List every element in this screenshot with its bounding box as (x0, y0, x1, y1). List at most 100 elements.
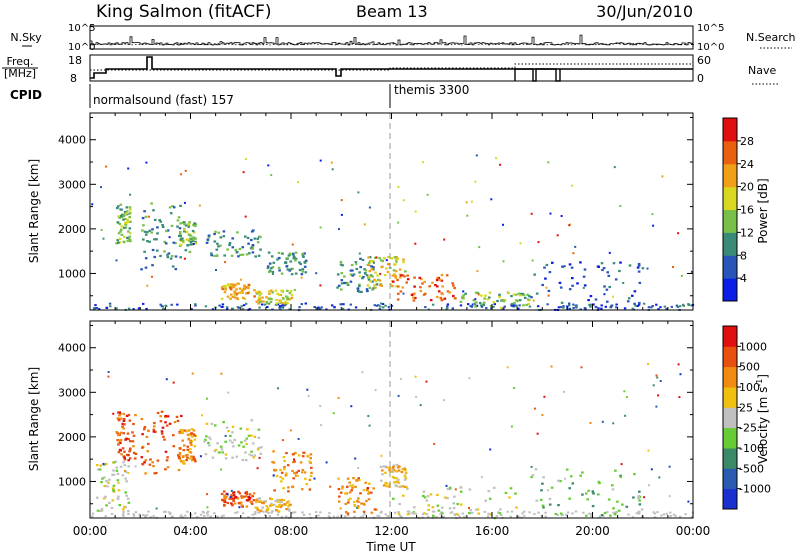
power-point (116, 207, 119, 210)
power-point (298, 268, 302, 272)
power-point (280, 306, 283, 308)
velocity-point (231, 504, 234, 507)
power-point (183, 201, 186, 204)
power-ytick-label: 2000 (58, 223, 86, 236)
power-point (340, 213, 343, 216)
power-point (527, 298, 530, 301)
velocity-point (160, 430, 164, 433)
velocity-point (550, 486, 554, 489)
power-point (237, 282, 240, 285)
power-point (215, 269, 217, 271)
velocity-point (237, 444, 241, 447)
velocity-point (365, 499, 368, 503)
velocity-point (206, 511, 209, 514)
power-point (406, 278, 410, 281)
power-point (519, 292, 523, 296)
power-point (128, 206, 132, 209)
power-point (194, 240, 197, 243)
velocity-point (659, 380, 662, 382)
power-point (502, 223, 504, 226)
noise-tick-left-bottom: 10^0 (68, 42, 95, 53)
velocity-point (124, 438, 127, 441)
velocity-point (382, 484, 386, 487)
power-point (370, 268, 374, 271)
power-point (218, 304, 221, 307)
power-point (379, 272, 382, 275)
velocity-colorbar-label-main: Velocity [m s (756, 387, 770, 464)
power-point (466, 214, 469, 217)
power-point (317, 306, 320, 309)
power-point (380, 284, 383, 287)
velocity-point (119, 417, 123, 420)
velocity-point (166, 415, 170, 418)
power-point (367, 264, 371, 267)
power-point (255, 290, 258, 294)
velocity-point (253, 513, 257, 516)
power-point (609, 306, 613, 309)
velocity-point (544, 515, 547, 518)
velocity-point (206, 514, 209, 517)
velocity-point (240, 441, 243, 444)
velocity-point (182, 462, 185, 465)
velocity-point (177, 468, 181, 472)
power-point (399, 290, 403, 293)
velocity-point (574, 510, 578, 513)
power-point (179, 239, 183, 242)
velocity-point (243, 495, 246, 498)
velocity-point (320, 424, 323, 427)
power-point (259, 236, 262, 239)
velocity-point (220, 515, 224, 518)
velocity-point (278, 503, 281, 506)
velocity-point (134, 511, 138, 514)
power-point (414, 242, 417, 245)
time-tick-label: 04:00 (173, 524, 208, 538)
power-point (381, 260, 384, 263)
power-point (441, 285, 444, 288)
velocity-point (346, 514, 350, 517)
velocity-point (155, 471, 158, 475)
velocity-point (245, 443, 248, 446)
power-point (356, 287, 360, 290)
velocity-point (122, 513, 125, 516)
velocity-point (441, 512, 444, 515)
power-point (418, 276, 422, 279)
power-point (395, 260, 398, 263)
power-point (349, 273, 353, 276)
power-point (207, 234, 211, 237)
power-point (512, 293, 516, 296)
power-point (340, 288, 343, 291)
velocity-point (514, 492, 517, 495)
power-point (238, 247, 242, 251)
velocity-point (121, 447, 125, 450)
power-point (116, 239, 119, 242)
velocity-point (301, 511, 304, 514)
power-point (436, 295, 439, 299)
power-point (217, 245, 220, 248)
power-point (371, 275, 374, 278)
velocity-point (406, 513, 410, 516)
velocity-point (199, 513, 203, 516)
velocity-point (275, 474, 279, 478)
velocity-point (541, 414, 544, 417)
power-point (251, 244, 255, 247)
velocity-point (231, 425, 235, 428)
velocity-point (222, 421, 225, 424)
velocity-point (403, 474, 407, 478)
power-point (571, 284, 574, 287)
power-point (126, 221, 129, 224)
velocity-point (665, 512, 668, 515)
velocity-point (653, 516, 657, 519)
power-point (140, 268, 143, 271)
power-point (560, 301, 564, 304)
power-point (220, 297, 224, 300)
power-point (274, 303, 278, 306)
velocity-point (492, 486, 496, 489)
power-point (231, 307, 234, 310)
velocity-point (362, 510, 366, 513)
velocity-point (272, 450, 275, 453)
power-point (198, 204, 201, 207)
velocity-point (230, 494, 233, 497)
velocity-point (361, 371, 364, 374)
power-point (219, 236, 223, 239)
